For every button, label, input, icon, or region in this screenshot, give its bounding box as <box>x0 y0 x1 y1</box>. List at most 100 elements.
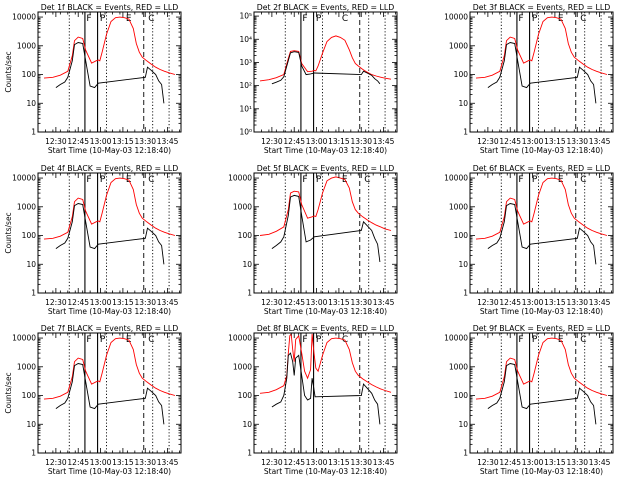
panel-title: Det 1f BLACK = Events, RED = LLD <box>41 3 179 12</box>
x-tick-label: 13:00 <box>90 137 112 146</box>
x-tick-label: 13:45 <box>373 137 395 146</box>
y-axis-title: Counts/sec <box>4 212 13 253</box>
panel-title: Det 3f BLACK = Events, RED = LLD <box>473 3 611 12</box>
x-tick-label: 13:30 <box>350 298 372 307</box>
lld-series-line <box>259 35 392 82</box>
x-tick-label: 13:00 <box>306 298 328 307</box>
x-tick-label: 13:15 <box>328 458 350 467</box>
x-axis-title: Start Time (10-May-03 12:18:40) <box>480 307 603 316</box>
panel-title: Det 7f BLACK = Events, RED = LLD <box>41 324 179 333</box>
y-tick-label: 10⁵ <box>239 12 252 21</box>
y-tick-label: 100 <box>22 70 37 79</box>
events-series-line <box>271 51 381 85</box>
y-tick-label: 1000 <box>17 41 36 50</box>
x-axis-title: Start Time (10-May-03 12:18:40) <box>264 146 387 155</box>
lld-series-line <box>43 16 176 79</box>
x-tick-label: 12:45 <box>67 458 89 467</box>
plot-frame <box>37 11 182 133</box>
x-tick-label: 12:45 <box>283 458 305 467</box>
x-axis-title: Start Time (10-May-03 12:18:40) <box>480 146 603 155</box>
x-tick-label: 13:45 <box>373 458 395 467</box>
x-tick-label: 12:45 <box>499 298 521 307</box>
y-tick-label: 100 <box>454 70 469 79</box>
y-axis-title: Counts/sec <box>4 372 13 413</box>
x-tick-label: 13:15 <box>544 298 566 307</box>
x-tick-label: 13:00 <box>522 298 544 307</box>
events-series-line <box>271 352 381 425</box>
time-marker-letter: P <box>532 14 538 24</box>
x-tick-label: 13:30 <box>566 137 588 146</box>
y-tick-label: 10³ <box>239 58 252 67</box>
y-tick-label: 1 <box>31 128 36 137</box>
x-tick-label: 13:30 <box>566 298 588 307</box>
y-tick-label: 10 <box>26 420 36 429</box>
x-tick-label: 12:30 <box>261 298 283 307</box>
x-tick-label: 13:15 <box>112 458 134 467</box>
panel-title: Det 5f BLACK = Events, RED = LLD <box>257 164 395 173</box>
x-tick-label: 12:45 <box>283 298 305 307</box>
time-marker-letter: F <box>518 335 523 345</box>
events-series-line <box>487 203 597 265</box>
x-tick-label: 13:00 <box>522 137 544 146</box>
x-axis-title: Start Time (10-May-03 12:18:40) <box>48 307 171 316</box>
time-marker-letter: C <box>580 175 586 185</box>
y-tick-label: 1000 <box>17 362 36 371</box>
time-marker-letter: C <box>580 14 586 24</box>
time-marker-letter: C <box>364 175 370 185</box>
time-marker-letter: P <box>100 175 106 185</box>
y-tick-label: 10 <box>458 260 468 269</box>
lld-series-line <box>259 176 392 236</box>
lld-series-line <box>43 177 176 240</box>
x-tick-label: 12:45 <box>499 458 521 467</box>
x-tick-label: 12:45 <box>283 137 305 146</box>
x-tick-label: 12:30 <box>477 458 499 467</box>
y-tick-label: 10 <box>26 260 36 269</box>
lld-series-line <box>43 337 176 400</box>
events-series-line <box>487 42 597 104</box>
x-tick-label: 13:45 <box>157 458 179 467</box>
y-tick-label: 10000 <box>444 334 468 343</box>
x-tick-label: 13:00 <box>90 458 112 467</box>
lld-series-line <box>475 337 608 400</box>
y-tick-label: 10¹ <box>239 104 252 113</box>
x-tick-label: 12:30 <box>261 137 283 146</box>
time-marker-letter: P <box>316 335 322 345</box>
plot-frame <box>37 332 182 454</box>
x-tick-label: 13:15 <box>544 137 566 146</box>
events-series-line <box>55 363 165 425</box>
x-tick-label: 13:15 <box>112 137 134 146</box>
time-marker-letter: C <box>342 14 348 24</box>
time-marker-letter: F <box>302 175 307 185</box>
x-axis-title: Start Time (10-May-03 12:18:40) <box>480 467 603 476</box>
time-marker-letter: P <box>316 14 322 24</box>
y-tick-label: 10⁰ <box>239 128 252 137</box>
x-tick-label: 13:45 <box>589 137 611 146</box>
plot-frame <box>253 172 398 294</box>
x-tick-label: 13:30 <box>134 298 156 307</box>
plot-frame <box>253 11 398 133</box>
x-tick-label: 13:45 <box>589 298 611 307</box>
panel-title: Det 4f BLACK = Events, RED = LLD <box>41 164 179 173</box>
y-tick-label: 10 <box>242 420 252 429</box>
y-tick-label: 1 <box>247 289 252 298</box>
y-tick-label: 1000 <box>449 41 468 50</box>
time-marker-letter: C <box>148 175 154 185</box>
y-tick-label: 1000 <box>17 202 36 211</box>
x-tick-label: 12:30 <box>45 458 67 467</box>
time-marker-letter: F <box>518 175 523 185</box>
x-tick-label: 13:30 <box>566 458 588 467</box>
y-tick-label: 10000 <box>12 13 36 22</box>
x-tick-label: 13:45 <box>157 298 179 307</box>
x-tick-label: 13:00 <box>90 298 112 307</box>
time-marker-letter: F <box>302 14 307 24</box>
x-tick-label: 12:45 <box>499 137 521 146</box>
x-tick-label: 13:00 <box>306 137 328 146</box>
y-tick-label: 1 <box>463 449 468 458</box>
y-tick-label: 1 <box>463 128 468 137</box>
time-marker-letter: F <box>86 175 91 185</box>
time-marker-letter: C <box>580 335 586 345</box>
